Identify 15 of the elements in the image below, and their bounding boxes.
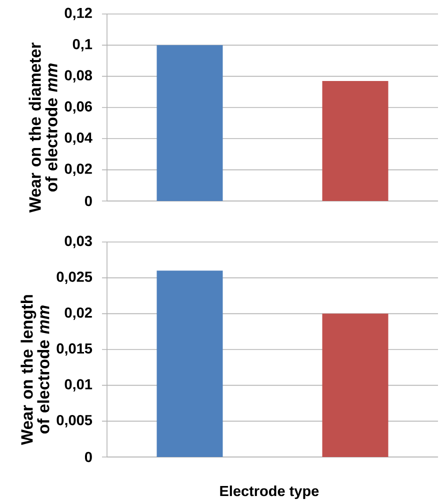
y-tick-label: 0,02: [64, 307, 92, 320]
y-tick-label: 0,02: [64, 164, 92, 176]
y-tick-label: 0,1: [72, 38, 92, 52]
y-tick-label: 0: [84, 452, 92, 462]
y-tick-label: 0,015: [56, 343, 92, 356]
y-tick-label: 0,12: [64, 8, 92, 20]
y-tick-label: 0,03: [64, 236, 92, 248]
y-tick-label: 0,08: [64, 70, 92, 83]
y-tick-label: 0,025: [56, 272, 92, 284]
x-axis-title: Electrode type: [220, 486, 319, 500]
y-tick-label: 0: [84, 196, 92, 206]
y-tick-label: 0,01: [64, 379, 92, 392]
y-tick-label: 0,005: [56, 414, 92, 428]
y-tick-label: 0,06: [64, 101, 92, 114]
y-tick-label: 0,04: [64, 132, 92, 145]
